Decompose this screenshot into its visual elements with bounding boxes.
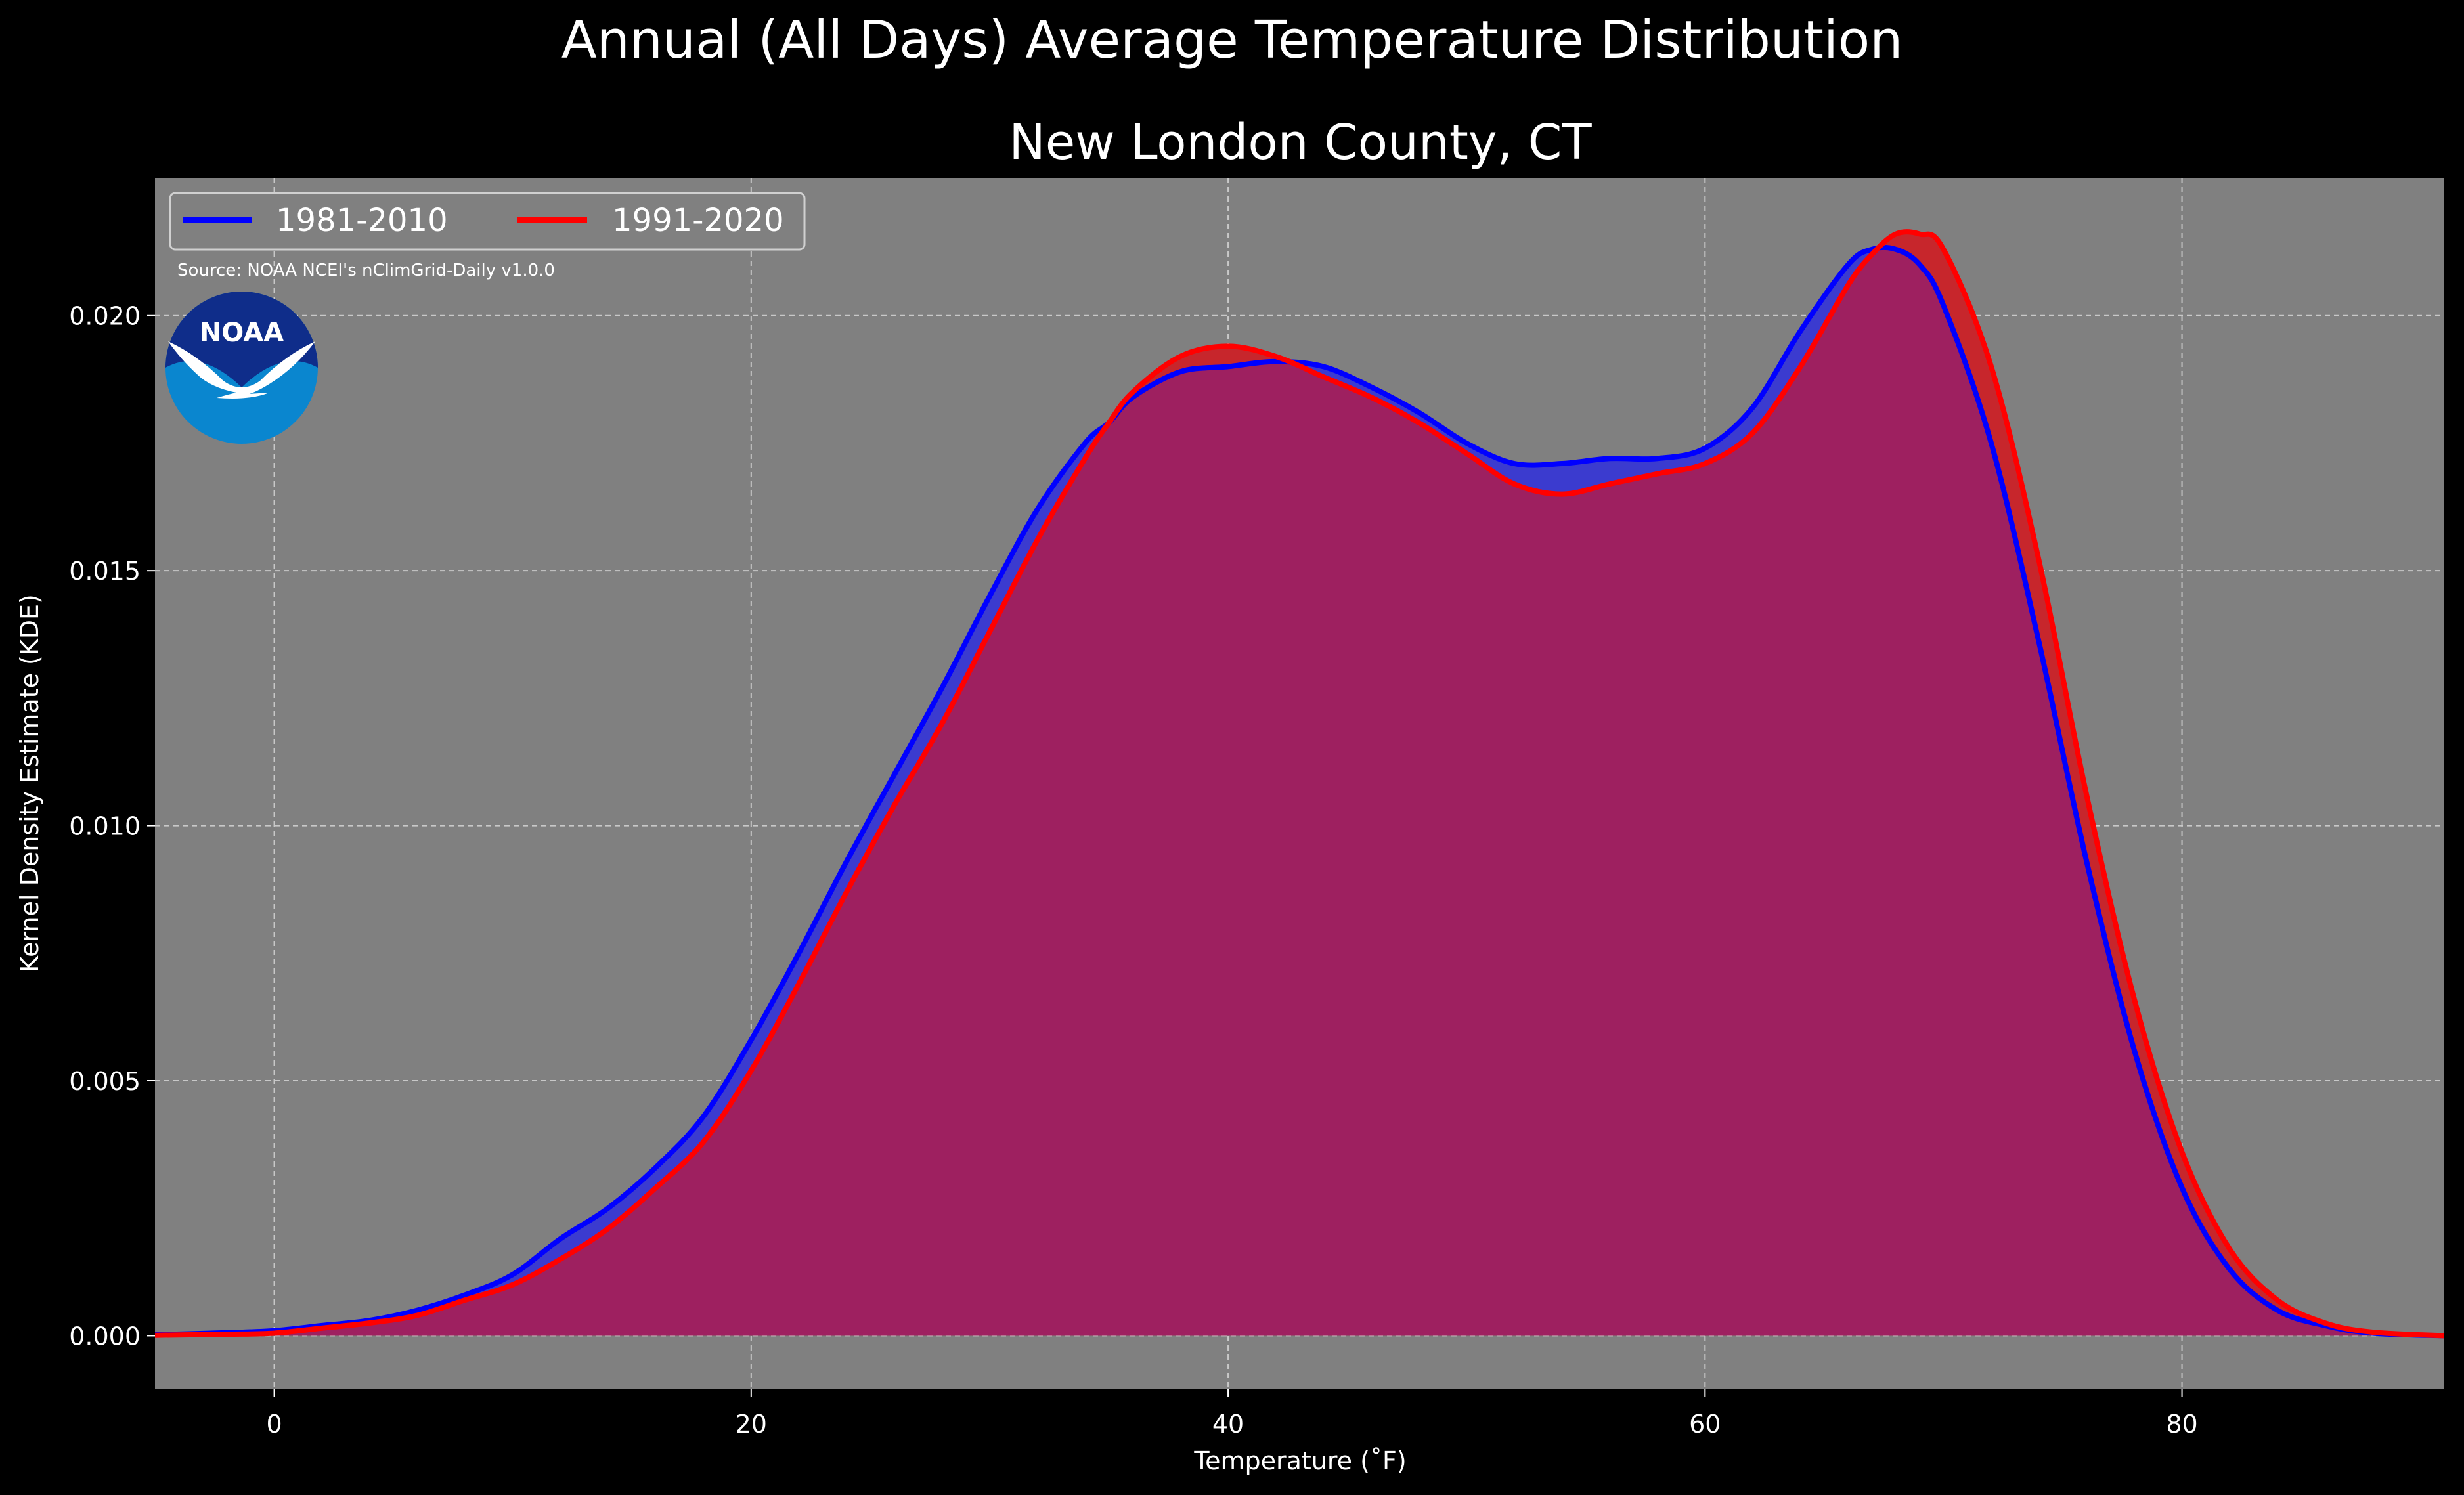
legend-label-1981-2010: 1981-2010 [276, 202, 448, 239]
x-tick-label: 40 [1212, 1410, 1244, 1439]
noaa-logo: NOAA [165, 292, 318, 444]
legend-box [169, 192, 806, 251]
series-overlap-fill [155, 248, 2444, 1336]
y-axis-ticks: 0.000 0.005 0.010 0.015 0.020 [69, 302, 155, 1351]
series-layer [155, 229, 2444, 1339]
noaa-logo-text: NOAA [200, 318, 284, 348]
x-tick-label: 60 [1689, 1410, 1721, 1439]
x-tick-label: 20 [736, 1410, 767, 1439]
y-tick-label: 0.005 [69, 1067, 141, 1096]
y-tick-label: 0.000 [69, 1322, 141, 1351]
y-axis-label: Kernel Density Estimate (KDE) [15, 594, 44, 972]
y-tick-label: 0.010 [69, 812, 141, 841]
legend-label-1991-2020: 1991-2020 [612, 202, 784, 239]
chart-subtitle: New London County, CT [1009, 114, 1592, 171]
y-tick-label: 0.015 [69, 557, 141, 586]
source-annotation: Source: NOAA NCEI's nClimGrid-Daily v1.0… [177, 261, 555, 280]
series-1991-2020-line [155, 229, 2444, 1339]
y-tick-label: 0.020 [69, 302, 141, 331]
legend: 1981-2010 1991-2020 [169, 192, 806, 251]
noaa-logo-dark-top [165, 292, 318, 387]
chart-title: Annual (All Days) Average Temperature Di… [561, 10, 1903, 70]
x-axis-label: Temperature (˚F) [1193, 1446, 1406, 1475]
series-1981-2010-line [155, 244, 2444, 1339]
x-axis-ticks: 0 20 40 60 80 [266, 1389, 2198, 1439]
x-tick-label: 0 [266, 1410, 282, 1439]
x-tick-label: 80 [2166, 1410, 2197, 1439]
noaa-gull-icon [168, 341, 315, 399]
